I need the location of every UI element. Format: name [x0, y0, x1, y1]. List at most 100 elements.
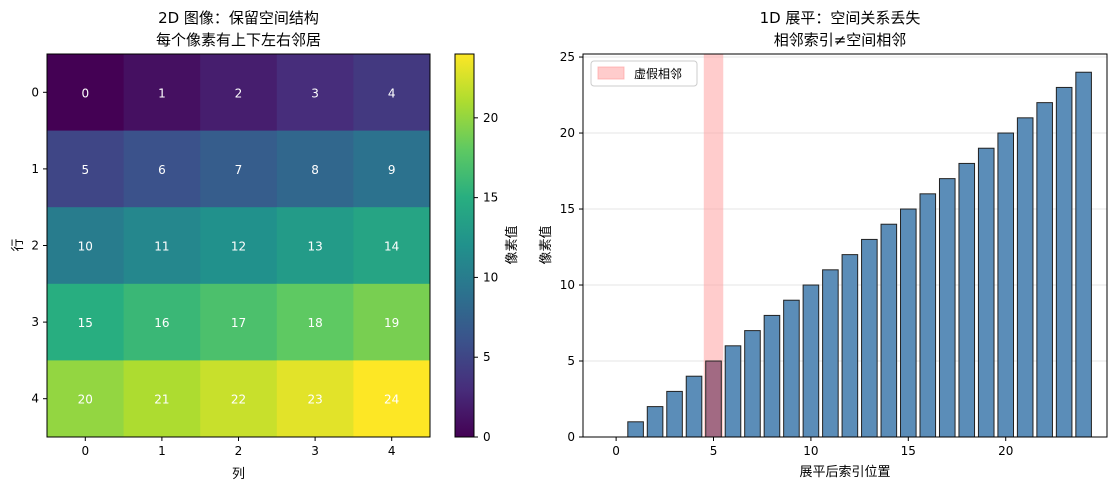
- heatmap-cell: [276, 283, 354, 361]
- heatmap-cell: [123, 54, 201, 132]
- heatmap-cell: [123, 360, 201, 438]
- heatmap-cell-label: 11: [154, 240, 169, 254]
- heatmap-cell: [200, 54, 278, 132]
- bar-x-tick-label: 20: [998, 444, 1013, 458]
- heatmap-cell-label: 18: [307, 316, 322, 330]
- heatmap-cell-label: 9: [388, 163, 396, 177]
- heatmap-x-tick-label: 2: [235, 444, 243, 458]
- heatmap-cell: [47, 207, 125, 285]
- bar: [685, 375, 703, 438]
- heatmap-x-tick-label: 0: [81, 444, 89, 458]
- heatmap-cell: [200, 130, 278, 208]
- heatmap-x-tick-label: 3: [311, 444, 319, 458]
- bar-title-line-2: 相邻索引≠空间相邻: [774, 31, 907, 49]
- heatmap-x-tick-label: 1: [158, 444, 166, 458]
- colorbar-label: 像素值: [504, 225, 520, 264]
- heatmap-cell-label: 16: [154, 316, 169, 330]
- heatmap-cell-label: 4: [388, 86, 396, 100]
- bar: [627, 421, 644, 438]
- heatmap-cell-label: 23: [307, 393, 322, 407]
- heatmap-x-tick-label: 4: [388, 444, 396, 458]
- heatmap-y-ticks: 0 1 2 3 4: [31, 85, 47, 406]
- heatmap-y-tick-label: 1: [31, 162, 39, 176]
- bar-x-tick-label: 0: [612, 444, 620, 458]
- bar: [841, 254, 859, 438]
- heatmap-cell-label: 13: [307, 240, 322, 254]
- heatmap-cell-label: 3: [311, 86, 319, 100]
- heatmap-cell-label: 6: [158, 163, 166, 177]
- colorbar-ticks: 0 5 10 15 20: [474, 111, 498, 444]
- heatmap-cell: [47, 130, 125, 208]
- heatmap-cell-label: 1: [158, 86, 166, 100]
- bar: [977, 147, 995, 438]
- heatmap-cell-label: 10: [78, 240, 93, 254]
- bar-x-tick-label: 10: [803, 444, 818, 458]
- heatmap-cell-label: 17: [231, 316, 246, 330]
- heatmap-cell-label: 2: [235, 86, 243, 100]
- bar: [1055, 86, 1073, 438]
- heatmap-cell: [47, 360, 125, 438]
- heatmap-cell: [200, 283, 278, 361]
- heatmap-y-tick-label: 0: [31, 85, 39, 99]
- heatmap-cell: [353, 283, 431, 361]
- bar: [646, 406, 664, 438]
- bar-highlight-band: [703, 54, 724, 437]
- bar: [938, 178, 956, 438]
- heatmap-cell: [353, 54, 431, 132]
- heatmap-y-tick-label: 2: [31, 239, 39, 253]
- bar-legend: 虚假相邻: [590, 60, 698, 87]
- heatmap-cell: [353, 207, 431, 285]
- heatmap-cell: [353, 360, 431, 438]
- heatmap-y-axis-label: 行: [11, 238, 26, 251]
- bar: [861, 238, 878, 438]
- heatmap-cell: [276, 130, 354, 208]
- bar: [997, 132, 1014, 438]
- bar: [822, 269, 839, 438]
- bar: [1016, 117, 1034, 438]
- heatmap-cell: [200, 207, 278, 285]
- heatmap-cell-label: 20: [78, 393, 93, 407]
- bar-plot-frame: [582, 53, 1108, 438]
- heatmap-cell-label: 15: [78, 316, 93, 330]
- bar: [880, 223, 898, 438]
- bar-x-tick-label: 5: [710, 444, 718, 458]
- bar-y-axis-label: 像素值: [538, 225, 554, 264]
- colorbar-tick-label: 5: [483, 350, 491, 364]
- bar: [900, 208, 917, 438]
- heatmap-x-axis-label: 列: [232, 467, 245, 482]
- bar-panel: 1D 展平：空间关系丢失 相邻索引≠空间相邻 0 5 10 15 20 0 5 10 15 20…: [538, 9, 1108, 480]
- bar: [705, 360, 722, 438]
- bar-y-tick-label: 20: [560, 126, 575, 140]
- bar: [1036, 102, 1053, 438]
- heatmap-x-ticks: 0 1 2 3 4: [81, 437, 396, 458]
- heatmap-cell-label: 7: [235, 163, 243, 177]
- colorbar-tick-label: 15: [483, 191, 498, 205]
- heatmap-cell: [276, 54, 354, 132]
- bar: [666, 390, 683, 438]
- heatmap-y-tick-label: 4: [31, 392, 39, 406]
- heatmap-cell-label: 0: [81, 86, 89, 100]
- bar-x-tick-label: 15: [901, 444, 916, 458]
- bar: [1075, 71, 1092, 438]
- heatmap-cell: [276, 360, 354, 438]
- colorbar-gradient: [454, 53, 475, 438]
- heatmap-cell: [123, 283, 201, 361]
- heatmap-cell: [123, 130, 201, 208]
- highlight-span: [703, 54, 724, 437]
- bar-x-axis-label: 展平后索引位置: [799, 465, 890, 480]
- heatmap-cell: [276, 207, 354, 285]
- heatmap-cell: [47, 54, 125, 132]
- heatmap-cell-label: 21: [154, 393, 169, 407]
- bar-y-tick-label: 25: [560, 50, 575, 64]
- bar-y-tick-label: 0: [567, 430, 575, 444]
- heatmap-title-line-1: 2D 图像：保留空间结构: [158, 9, 319, 27]
- heatmap-cell: [353, 130, 431, 208]
- bar: [802, 284, 820, 438]
- heatmap-cell-label: 14: [384, 240, 399, 254]
- heatmap-title-line-2: 每个像素有上下左右邻居: [156, 31, 321, 49]
- heatmap-cell-label: 22: [231, 393, 246, 407]
- colorbar: 0 5 10 15 20 像素值: [454, 53, 520, 444]
- bar: [763, 314, 781, 438]
